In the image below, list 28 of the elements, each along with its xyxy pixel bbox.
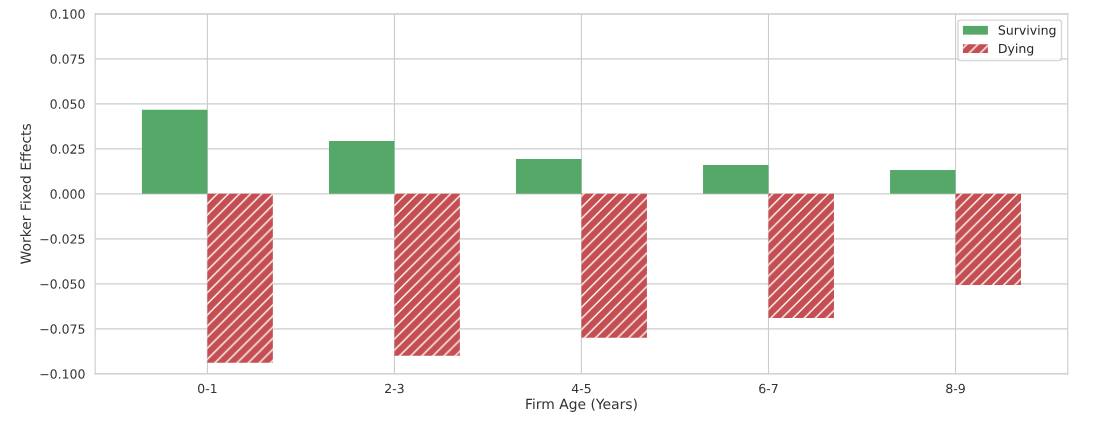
x-axis-title: Firm Age (Years): [526, 398, 637, 412]
y-tick-label: 0.075: [50, 54, 85, 64]
bar: [207, 193, 273, 363]
bar: [955, 193, 1021, 285]
legend-label: Surviving: [998, 25, 1056, 38]
bar: [890, 169, 956, 194]
bar: [394, 193, 460, 356]
x-tick-label: 4-5: [571, 383, 591, 394]
y-tick-label: 0.100: [50, 9, 85, 19]
bar: [328, 140, 395, 194]
y-tick-label: 0.000: [50, 189, 85, 199]
y-tick-label: −0.100: [40, 369, 85, 379]
bar: [768, 193, 834, 318]
bar: [703, 164, 769, 194]
bar: [581, 193, 647, 338]
y-tick-label: 0.050: [50, 99, 85, 109]
y-tick-label: −0.050: [40, 279, 85, 289]
y-tick-label: 0.025: [50, 144, 85, 154]
bar: [141, 109, 208, 194]
legend-label: Dying: [999, 43, 1034, 56]
y-tick-label: −0.025: [40, 234, 85, 244]
x-tick-label: 2-3: [385, 383, 404, 394]
x-tick-label: 8-9: [946, 383, 965, 394]
x-tick-label: 0-1: [198, 383, 217, 394]
y-tick-label: −0.075: [40, 324, 85, 334]
bar: [516, 158, 582, 194]
y-axis-title: Worker Fixed Effects: [20, 123, 31, 264]
x-tick-label: 6-7: [759, 383, 778, 394]
